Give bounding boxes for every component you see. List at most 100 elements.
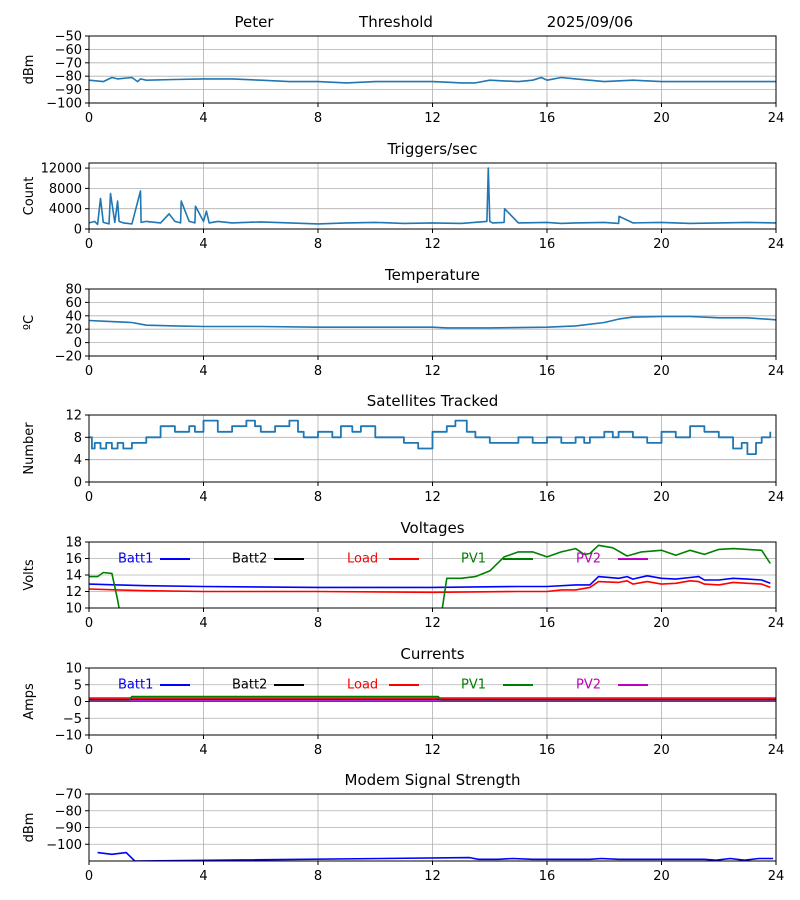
y-tick-label: −80 bbox=[55, 70, 82, 85]
x-tick-label: 24 bbox=[768, 237, 785, 252]
y-tick-label: 14 bbox=[65, 569, 82, 584]
y-tick-label: 4000 bbox=[49, 202, 82, 217]
x-tick-label: 24 bbox=[768, 743, 785, 758]
panel-noise: 0 4 8 12 16 20 24 −100−90−80−70−60−50 dBm bbox=[22, 30, 784, 127]
x-tick-label: 16 bbox=[539, 616, 556, 631]
y-tick-label: 10 bbox=[65, 662, 82, 677]
y-tick-label: 0 bbox=[74, 336, 82, 351]
y-tick-label: 80 bbox=[65, 283, 82, 298]
y-tick-label: 16 bbox=[65, 552, 82, 567]
legend-label-pv1: PV1 bbox=[461, 678, 486, 693]
legend: Batt1 Batt2 Load PV1 PV2 bbox=[118, 678, 648, 693]
series-line-series-1 bbox=[89, 315, 776, 329]
x-tick-label: 16 bbox=[539, 237, 556, 252]
y-tick-label: 18 bbox=[65, 536, 82, 551]
y-tick-label: 8 bbox=[74, 431, 82, 446]
x-tick-label: 4 bbox=[199, 364, 207, 379]
y-tick-label: 60 bbox=[65, 296, 82, 311]
y-tick-label: 0 bbox=[74, 223, 82, 238]
legend-label-pv2: PV2 bbox=[576, 552, 601, 567]
x-tick-label: 0 bbox=[85, 490, 93, 505]
x-tick-label: 0 bbox=[85, 743, 93, 758]
x-tick-label: 16 bbox=[539, 111, 556, 126]
x-tick-label: 12 bbox=[424, 237, 441, 252]
panel-title: Currents bbox=[400, 645, 464, 663]
legend-label-batt1: Batt1 bbox=[118, 678, 153, 693]
y-tick-label: 12000 bbox=[41, 162, 82, 177]
x-tick-label: 4 bbox=[199, 743, 207, 758]
x-tick-label: 20 bbox=[653, 111, 670, 126]
x-tick-label: 20 bbox=[653, 616, 670, 631]
y-tick-label: 12 bbox=[65, 585, 82, 600]
x-tick-label: 8 bbox=[314, 364, 322, 379]
y-tick-label: 20 bbox=[65, 323, 82, 338]
x-tick-label: 16 bbox=[539, 490, 556, 505]
header-station: Peter bbox=[234, 13, 274, 31]
panel-title: Satellites Tracked bbox=[367, 392, 498, 410]
x-tick-label: 12 bbox=[424, 364, 441, 379]
header-date: 2025/09/06 bbox=[547, 13, 633, 31]
x-tick-label: 12 bbox=[424, 869, 441, 884]
x-tick-label: 24 bbox=[768, 490, 785, 505]
y-axis-label: ºC bbox=[22, 315, 37, 330]
y-tick-label: −50 bbox=[55, 30, 82, 45]
legend-label-batt2: Batt2 bbox=[232, 552, 267, 567]
x-tick-label: 12 bbox=[424, 616, 441, 631]
panel-title: Temperature bbox=[384, 266, 480, 284]
x-tick-label: 0 bbox=[85, 616, 93, 631]
legend-label-pv1: PV1 bbox=[461, 552, 486, 567]
series-line-pv1 bbox=[89, 695, 776, 702]
panel-title: Triggers/sec bbox=[387, 140, 478, 158]
x-tick-label: 0 bbox=[85, 111, 93, 126]
y-tick-label: 40 bbox=[65, 309, 82, 324]
panel-title: Modem Signal Strength bbox=[345, 771, 521, 789]
x-tick-label: 20 bbox=[653, 869, 670, 884]
y-axis-label: Count bbox=[22, 177, 37, 216]
x-tick-label: 20 bbox=[653, 490, 670, 505]
series-line-series-1 bbox=[89, 76, 776, 84]
panel-title: Voltages bbox=[400, 519, 464, 537]
y-tick-label: −20 bbox=[55, 350, 82, 365]
x-tick-label: 24 bbox=[768, 111, 785, 126]
y-axis-label: Volts bbox=[22, 559, 37, 591]
series-line-batt1 bbox=[89, 575, 771, 589]
x-tick-label: 4 bbox=[199, 869, 207, 884]
y-axis-label: Number bbox=[22, 422, 37, 475]
y-tick-label: 8000 bbox=[49, 182, 82, 197]
x-tick-label: 4 bbox=[199, 111, 207, 126]
x-tick-label: 8 bbox=[314, 237, 322, 252]
x-tick-label: 24 bbox=[768, 616, 785, 631]
y-tick-label: 0 bbox=[74, 476, 82, 491]
x-tick-label: 0 bbox=[85, 364, 93, 379]
y-tick-label: −100 bbox=[46, 97, 82, 112]
x-tick-label: 24 bbox=[768, 869, 785, 884]
x-tick-label: 8 bbox=[314, 111, 322, 126]
x-tick-label: 16 bbox=[539, 364, 556, 379]
series-line-series-1 bbox=[97, 851, 774, 861]
x-tick-label: 12 bbox=[424, 743, 441, 758]
legend-label-batt1: Batt1 bbox=[118, 552, 153, 567]
series-line-series-1 bbox=[89, 419, 772, 455]
legend: Batt1 Batt2 Load PV1 PV2 bbox=[118, 552, 648, 567]
panel-satellites: 0 4 8 12 16 20 24 0 4 8 12 Satellites Tracked Number bbox=[22, 392, 784, 505]
y-tick-label: 0 bbox=[74, 695, 82, 710]
legend-label-load: Load bbox=[347, 678, 378, 693]
x-tick-label: 8 bbox=[314, 743, 322, 758]
series-line-series-1 bbox=[89, 167, 776, 226]
y-tick-label: −100 bbox=[46, 838, 82, 853]
x-tick-label: 4 bbox=[199, 490, 207, 505]
header-mode: Threshold bbox=[358, 13, 433, 31]
y-tick-label: −90 bbox=[55, 821, 82, 836]
x-tick-label: 16 bbox=[539, 743, 556, 758]
y-tick-label: −60 bbox=[55, 43, 82, 58]
y-axis-label: Amps bbox=[22, 683, 37, 720]
y-tick-label: −80 bbox=[55, 804, 82, 819]
x-tick-label: 0 bbox=[85, 869, 93, 884]
x-tick-label: 20 bbox=[653, 237, 670, 252]
x-tick-label: 8 bbox=[314, 869, 322, 884]
x-tick-label: 8 bbox=[314, 616, 322, 631]
